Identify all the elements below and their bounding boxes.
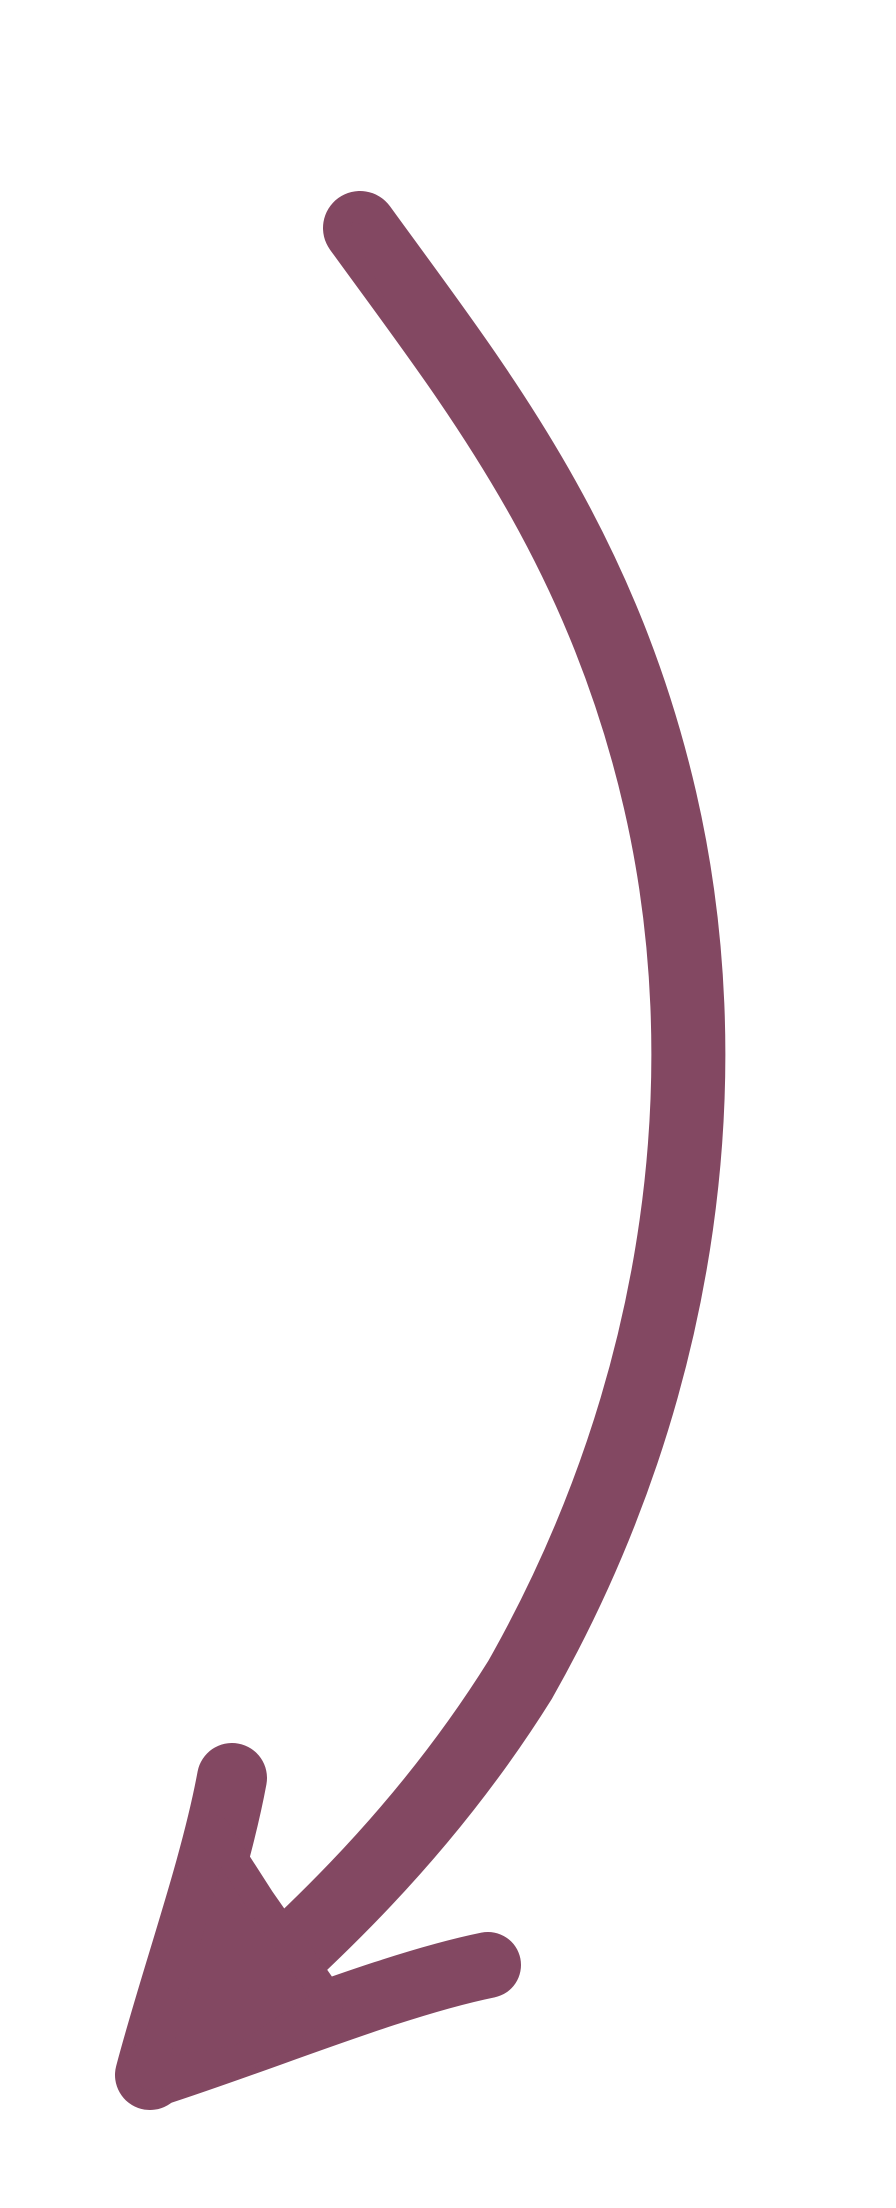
arrow-shaft (133, 191, 726, 2097)
curved-arrow-down-left-icon (115, 191, 726, 2110)
arrow-head-fill (135, 1815, 345, 2090)
arrow-shaft-taper (350, 222, 430, 300)
